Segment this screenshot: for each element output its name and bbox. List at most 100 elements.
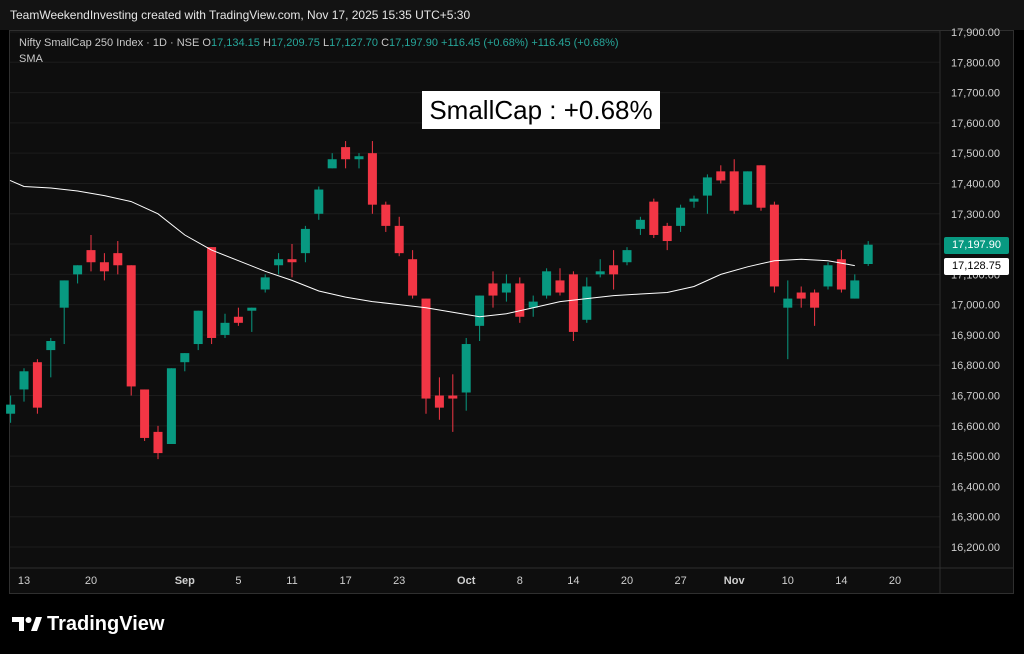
time-axis[interactable]: 13 20 Sep 5 11 17 23 Oct 8 14 20 27 Nov 10 14 20	[18, 575, 901, 587]
candle-body	[796, 292, 806, 299]
candle-body	[702, 177, 712, 196]
time-tick-label: Oct	[457, 575, 476, 587]
time-tick-label: 8	[517, 575, 523, 587]
candle-body	[676, 207, 686, 226]
price-tick-label: 17,900.00	[951, 27, 1000, 39]
candle-body	[850, 280, 860, 299]
time-tick-label: 23	[393, 575, 405, 587]
candle-body	[769, 204, 779, 287]
symbol-label: Nifty SmallCap 250 Index · 1D · NSE	[19, 37, 200, 49]
close-label: C	[381, 37, 390, 49]
candle-body	[609, 265, 619, 275]
candle-body	[515, 283, 525, 317]
candle-body	[475, 295, 485, 326]
low-value: 17,127.70	[329, 37, 378, 49]
price-tick-label: 16,300.00	[951, 512, 1000, 524]
price-tick-label: 17,300.00	[951, 209, 1000, 221]
candle-body	[622, 250, 632, 263]
candle-body	[233, 316, 243, 323]
candle-body	[716, 171, 726, 181]
time-tick-label: 27	[674, 575, 686, 587]
time-tick-label: 13	[18, 575, 30, 587]
indicator-label[interactable]: SMA	[19, 53, 43, 65]
candle-body	[287, 259, 297, 263]
candle-body	[408, 259, 418, 296]
candle-body	[528, 301, 538, 308]
watermark-bar: TeamWeekendInvesting created with Tradin…	[0, 0, 1024, 30]
candle-body	[73, 265, 83, 275]
candle-body	[126, 265, 136, 387]
candle-body	[649, 201, 659, 235]
price-tick-label: 17,700.00	[951, 88, 1000, 100]
candle-body	[582, 286, 592, 320]
change-value-secondary: +116.45 (+0.68%)	[531, 37, 619, 49]
annotation-box: SmallCap : +0.68%	[422, 91, 660, 129]
open-value: 17,134.15	[210, 37, 260, 49]
candle-body	[810, 292, 820, 308]
price-tick-label: 17,800.00	[951, 57, 1000, 69]
legend-header: Nifty SmallCap 250 Index · 1D · NSE O17,…	[19, 37, 619, 49]
time-tick-label: Sep	[175, 575, 195, 587]
time-tick-label: 11	[286, 575, 297, 587]
price-tick-label: 16,900.00	[951, 330, 1000, 342]
price-tick-label: 16,800.00	[951, 360, 1000, 372]
time-tick-label: 17	[339, 575, 351, 587]
candle-body	[488, 283, 498, 296]
candle-body	[729, 171, 739, 211]
candle-body	[341, 147, 351, 160]
open-label: O	[202, 37, 211, 49]
candle-body	[863, 244, 873, 265]
candle-body	[32, 362, 42, 408]
time-tick-label: 14	[567, 575, 579, 587]
candle-body	[394, 225, 404, 254]
price-axis[interactable]: 17,900.00 17,800.00 17,700.00 17,600.00 17,5…	[951, 27, 1000, 554]
candle-body	[314, 189, 324, 214]
price-tick-label: 16,400.00	[951, 481, 1000, 493]
candle-body	[381, 204, 391, 226]
candle-body	[461, 344, 471, 393]
candle-body	[354, 156, 364, 160]
candle-body	[327, 159, 337, 169]
time-tick-label: 20	[85, 575, 97, 587]
candle-body	[568, 274, 578, 332]
candle-body	[59, 280, 69, 308]
candle-body	[501, 283, 511, 293]
time-tick-label: 20	[889, 575, 901, 587]
candle-body	[19, 371, 29, 390]
watermark-text: TeamWeekendInvesting created with Tradin…	[10, 8, 471, 22]
candle-body	[193, 310, 203, 345]
candle-body	[220, 322, 230, 335]
candle-body	[153, 431, 163, 454]
low-label: L	[322, 37, 330, 49]
sma-line	[9, 179, 855, 318]
candle-body	[836, 259, 846, 290]
candle-body	[274, 259, 284, 266]
price-tick-label: 16,500.00	[951, 451, 1000, 463]
candle-body	[6, 404, 16, 414]
candle-body	[743, 171, 753, 205]
candle-body	[140, 389, 150, 438]
candle-body	[542, 271, 552, 296]
price-tick-label: 16,200.00	[951, 542, 1000, 554]
tradingview-logo-icon	[12, 617, 42, 631]
time-tick-label: 14	[835, 575, 847, 587]
candle-body	[300, 228, 310, 254]
tradingview-brand-text: TradingView	[47, 613, 165, 635]
candle-body	[421, 298, 431, 399]
sma-price-label: 17,128.75	[944, 258, 1009, 275]
time-tick-label: 10	[782, 575, 794, 587]
price-tick-label: 17,600.00	[951, 118, 1000, 130]
high-value: 17,209.75	[270, 37, 320, 49]
candle-body	[448, 395, 458, 399]
candles	[6, 141, 873, 460]
candle-body	[99, 262, 109, 272]
footer	[0, 594, 1024, 654]
candle-body	[113, 253, 123, 266]
candle-body	[260, 277, 270, 290]
candle-body	[756, 165, 766, 208]
change-value: +116.45 (+0.68%)	[441, 37, 529, 49]
time-tick-label: 20	[621, 575, 633, 587]
price-tick-label: 17,400.00	[951, 178, 1000, 190]
last-price-label: 17,197.90	[944, 237, 1009, 254]
candle-body	[86, 250, 96, 263]
